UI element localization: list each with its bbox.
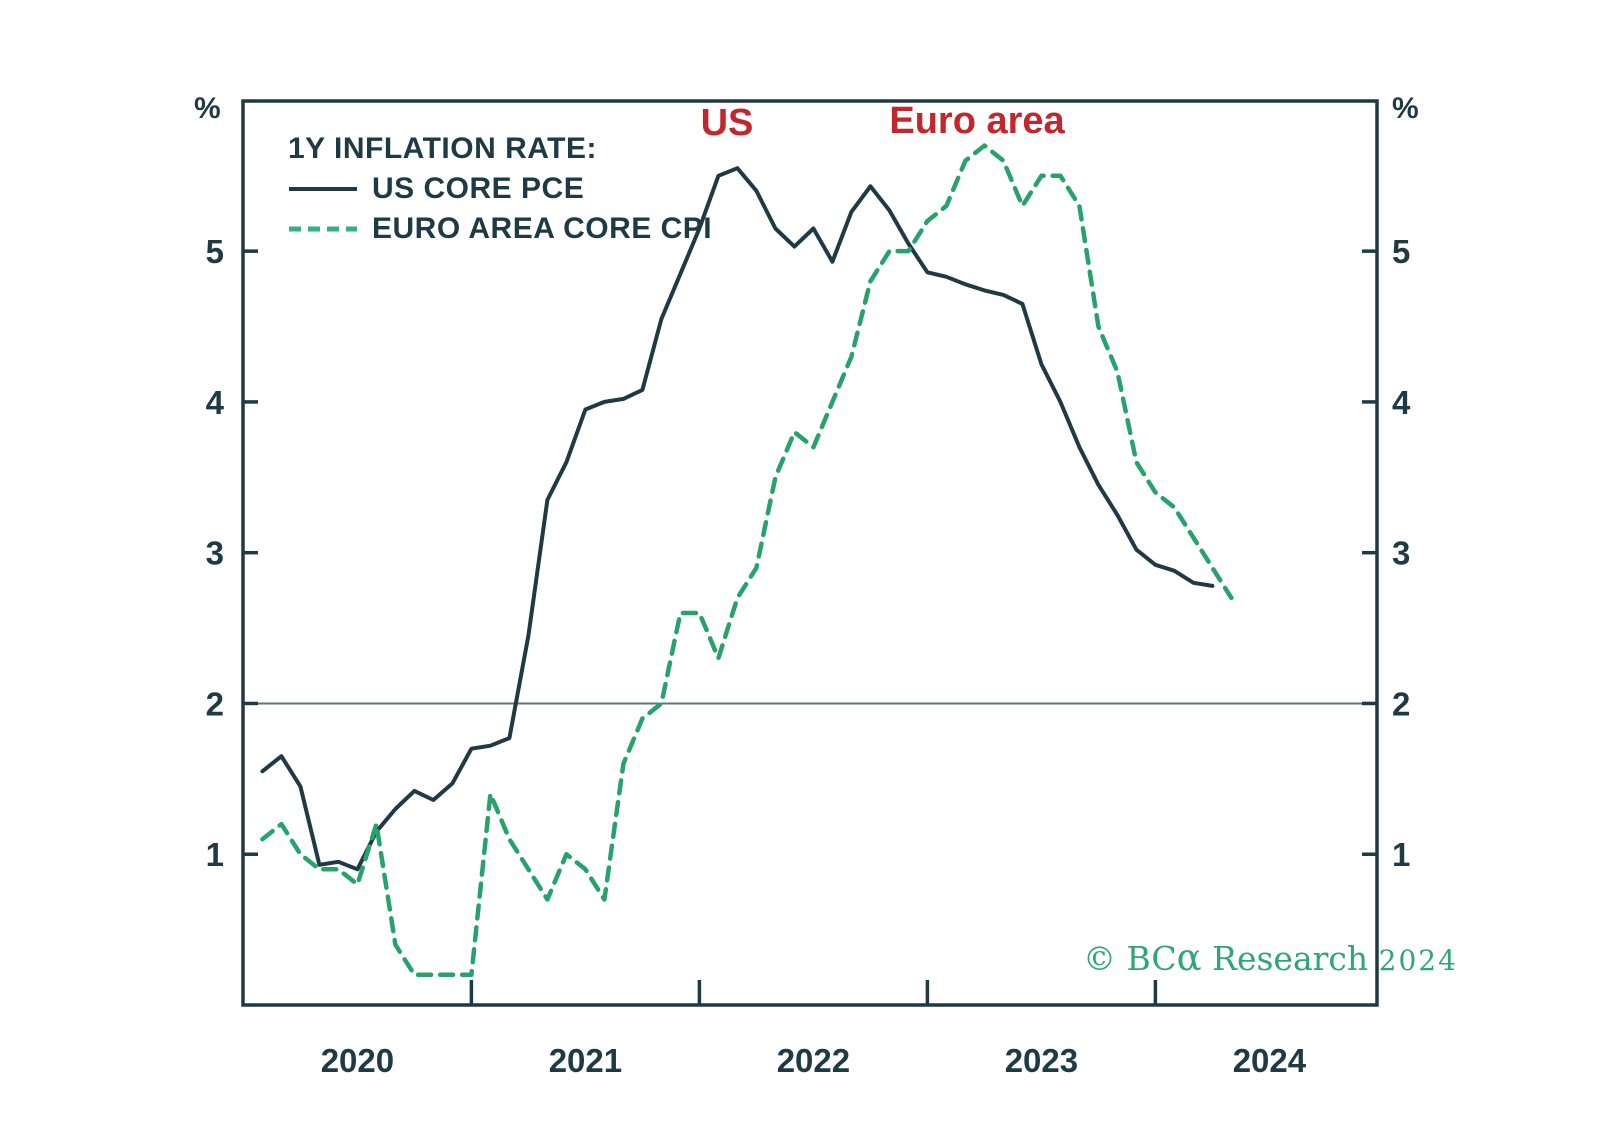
legend-item-euro: EURO AREA CORE CPI (288, 212, 712, 246)
legend-label-us: US CORE PCE (372, 172, 585, 205)
y-label-left-3: 3 (206, 535, 224, 572)
y-label-left-5: 5 (206, 233, 224, 270)
annotation-us: US (700, 102, 754, 144)
x-label-2023: 2023 (1005, 1042, 1078, 1079)
y-label-right-3: 3 (1392, 535, 1410, 572)
x-label-2024: 2024 (1233, 1042, 1307, 1079)
y-label-left-1: 1 (206, 836, 224, 873)
y-label-right-4: 4 (1392, 384, 1411, 421)
y-label-left-2: 2 (206, 685, 224, 722)
bca-research-logo: © BCα Research 2024 (1083, 936, 1458, 979)
legend-title: 1Y INFLATION RATE: (288, 132, 597, 165)
y-axis-unit-left: % (194, 92, 221, 125)
dashed-line-icon (289, 226, 357, 232)
y-label-left-4: 4 (206, 384, 225, 421)
x-label-2021: 2021 (549, 1042, 622, 1079)
x-label-2020: 2020 (321, 1042, 394, 1079)
y-label-right-5: 5 (1392, 233, 1410, 270)
copyright-symbol: © (1083, 939, 1127, 978)
legend: 1Y INFLATION RATE: US CORE PCE EURO AREA… (288, 132, 712, 246)
brand-name: Research (1201, 939, 1379, 978)
annotation-euro-area: Euro area (889, 100, 1065, 142)
x-label-2022: 2022 (777, 1042, 850, 1079)
y-label-right-1: 1 (1392, 836, 1410, 873)
brand-bc: BC (1126, 939, 1177, 978)
y-label-right-2: 2 (1392, 685, 1410, 722)
series-line-euro-area-core-cpi (260, 143, 1234, 978)
brand-alpha: α (1176, 936, 1202, 979)
brand-year: 2024 (1378, 944, 1458, 977)
y-axis-unit-right: % (1392, 92, 1419, 125)
solid-line-icon (289, 187, 357, 191)
legend-label-euro: EURO AREA CORE CPI (372, 212, 713, 245)
legend-item-us: US CORE PCE (288, 172, 712, 206)
series-line-us-core-pce (260, 166, 1215, 872)
